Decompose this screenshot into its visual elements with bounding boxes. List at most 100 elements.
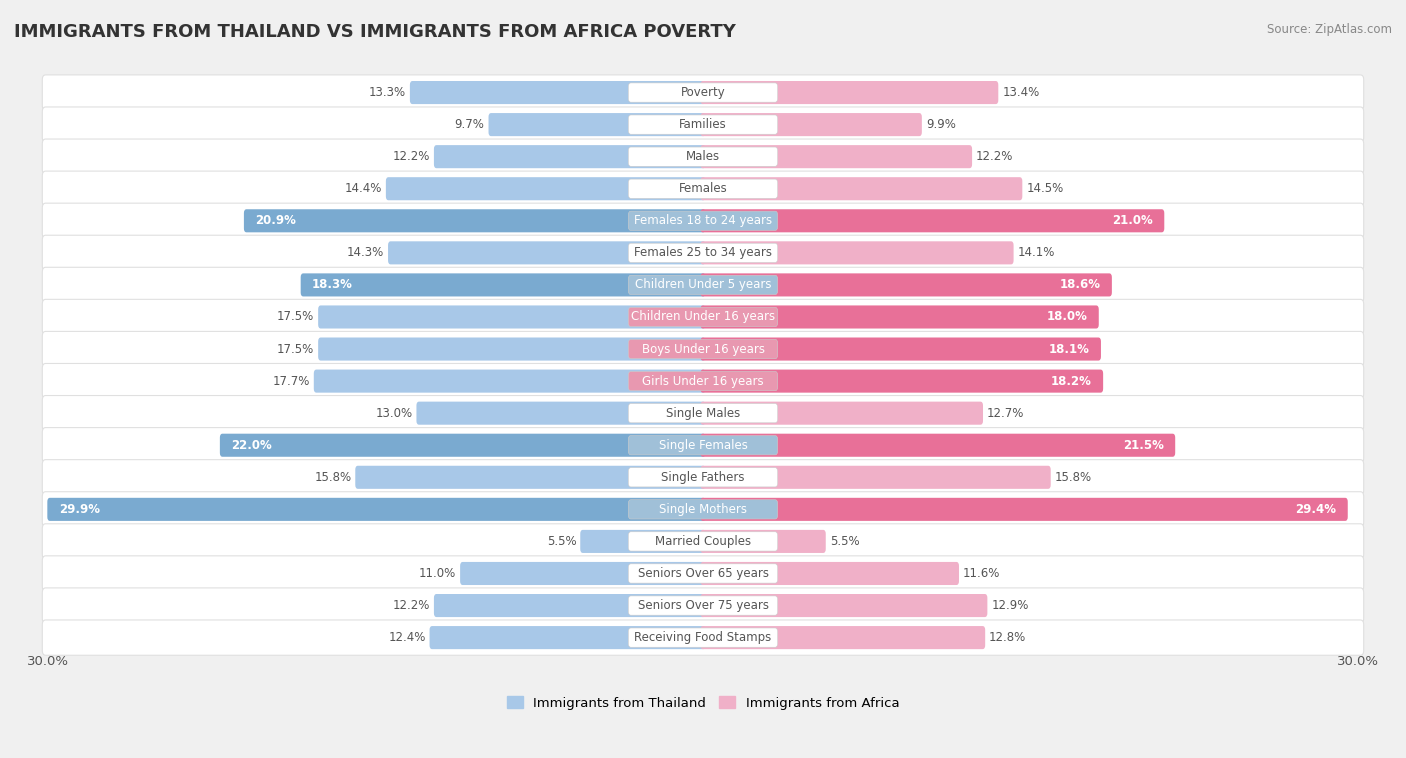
FancyBboxPatch shape [434, 594, 706, 617]
FancyBboxPatch shape [700, 530, 825, 553]
FancyBboxPatch shape [385, 177, 706, 200]
Text: 18.6%: 18.6% [1060, 278, 1101, 291]
Text: Source: ZipAtlas.com: Source: ZipAtlas.com [1267, 23, 1392, 36]
Text: 20.9%: 20.9% [256, 215, 297, 227]
Text: Seniors Over 75 years: Seniors Over 75 years [637, 599, 769, 612]
FancyBboxPatch shape [314, 370, 706, 393]
FancyBboxPatch shape [628, 564, 778, 583]
Text: Females 25 to 34 years: Females 25 to 34 years [634, 246, 772, 259]
FancyBboxPatch shape [430, 626, 706, 649]
FancyBboxPatch shape [628, 115, 778, 134]
Text: 12.7%: 12.7% [987, 406, 1025, 420]
Text: 14.4%: 14.4% [344, 182, 382, 196]
FancyBboxPatch shape [628, 436, 778, 455]
Text: 18.3%: 18.3% [312, 278, 353, 291]
Text: Receiving Food Stamps: Receiving Food Stamps [634, 631, 772, 644]
FancyBboxPatch shape [42, 139, 1364, 174]
FancyBboxPatch shape [48, 498, 706, 521]
FancyBboxPatch shape [318, 337, 706, 361]
Text: Children Under 16 years: Children Under 16 years [631, 311, 775, 324]
FancyBboxPatch shape [700, 402, 983, 424]
FancyBboxPatch shape [628, 275, 778, 295]
Text: 14.3%: 14.3% [347, 246, 384, 259]
Text: 17.5%: 17.5% [277, 311, 314, 324]
FancyBboxPatch shape [42, 268, 1364, 302]
FancyBboxPatch shape [42, 171, 1364, 206]
FancyBboxPatch shape [700, 113, 922, 136]
FancyBboxPatch shape [700, 145, 972, 168]
FancyBboxPatch shape [700, 337, 1101, 361]
Text: Males: Males [686, 150, 720, 163]
FancyBboxPatch shape [42, 396, 1364, 431]
FancyBboxPatch shape [700, 594, 987, 617]
Text: 22.0%: 22.0% [231, 439, 271, 452]
FancyBboxPatch shape [628, 403, 778, 423]
Text: 5.5%: 5.5% [830, 535, 859, 548]
FancyBboxPatch shape [700, 465, 1050, 489]
Text: 17.5%: 17.5% [277, 343, 314, 356]
FancyBboxPatch shape [628, 211, 778, 230]
FancyBboxPatch shape [460, 562, 706, 585]
FancyBboxPatch shape [700, 498, 1348, 521]
FancyBboxPatch shape [356, 465, 706, 489]
Text: Boys Under 16 years: Boys Under 16 years [641, 343, 765, 356]
Text: IMMIGRANTS FROM THAILAND VS IMMIGRANTS FROM AFRICA POVERTY: IMMIGRANTS FROM THAILAND VS IMMIGRANTS F… [14, 23, 735, 41]
Text: Single Fathers: Single Fathers [661, 471, 745, 484]
FancyBboxPatch shape [700, 370, 1104, 393]
FancyBboxPatch shape [42, 331, 1364, 367]
Text: Poverty: Poverty [681, 86, 725, 99]
Legend: Immigrants from Thailand, Immigrants from Africa: Immigrants from Thailand, Immigrants fro… [502, 691, 904, 715]
FancyBboxPatch shape [628, 596, 778, 615]
Text: 29.4%: 29.4% [1295, 503, 1336, 516]
Text: 11.0%: 11.0% [419, 567, 456, 580]
FancyBboxPatch shape [628, 468, 778, 487]
FancyBboxPatch shape [628, 243, 778, 262]
Text: Single Males: Single Males [666, 406, 740, 420]
Text: 18.2%: 18.2% [1050, 374, 1092, 387]
FancyBboxPatch shape [700, 562, 959, 585]
FancyBboxPatch shape [42, 428, 1364, 463]
FancyBboxPatch shape [42, 75, 1364, 110]
FancyBboxPatch shape [318, 305, 706, 328]
FancyBboxPatch shape [219, 434, 706, 457]
FancyBboxPatch shape [581, 530, 706, 553]
Text: Families: Families [679, 118, 727, 131]
FancyBboxPatch shape [700, 274, 1112, 296]
Text: Girls Under 16 years: Girls Under 16 years [643, 374, 763, 387]
FancyBboxPatch shape [42, 588, 1364, 623]
FancyBboxPatch shape [42, 203, 1364, 239]
FancyBboxPatch shape [388, 241, 706, 265]
Text: 18.0%: 18.0% [1046, 311, 1087, 324]
Text: 11.6%: 11.6% [963, 567, 1000, 580]
FancyBboxPatch shape [700, 81, 998, 104]
Text: 15.8%: 15.8% [1054, 471, 1092, 484]
Text: 15.8%: 15.8% [314, 471, 352, 484]
Text: 5.5%: 5.5% [547, 535, 576, 548]
FancyBboxPatch shape [488, 113, 706, 136]
FancyBboxPatch shape [243, 209, 706, 233]
FancyBboxPatch shape [700, 626, 986, 649]
FancyBboxPatch shape [42, 459, 1364, 495]
Text: 14.5%: 14.5% [1026, 182, 1063, 196]
Text: 9.7%: 9.7% [454, 118, 485, 131]
Text: 12.2%: 12.2% [976, 150, 1014, 163]
FancyBboxPatch shape [700, 434, 1175, 457]
FancyBboxPatch shape [42, 620, 1364, 655]
FancyBboxPatch shape [434, 145, 706, 168]
Text: 14.1%: 14.1% [1018, 246, 1054, 259]
FancyBboxPatch shape [628, 532, 778, 551]
FancyBboxPatch shape [42, 299, 1364, 334]
Text: 13.4%: 13.4% [1002, 86, 1039, 99]
Text: Children Under 5 years: Children Under 5 years [634, 278, 772, 291]
FancyBboxPatch shape [416, 402, 706, 424]
Text: Females 18 to 24 years: Females 18 to 24 years [634, 215, 772, 227]
FancyBboxPatch shape [628, 371, 778, 390]
Text: 13.0%: 13.0% [375, 406, 412, 420]
FancyBboxPatch shape [628, 179, 778, 199]
Text: Females: Females [679, 182, 727, 196]
FancyBboxPatch shape [700, 305, 1098, 328]
Text: 30.0%: 30.0% [27, 655, 69, 668]
Text: 29.9%: 29.9% [59, 503, 100, 516]
Text: 21.5%: 21.5% [1123, 439, 1164, 452]
Text: 30.0%: 30.0% [1337, 655, 1379, 668]
